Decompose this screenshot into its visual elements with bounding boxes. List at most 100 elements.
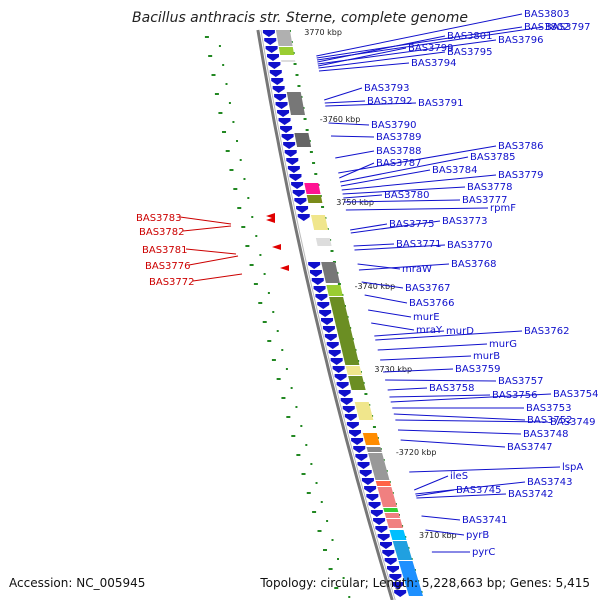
gene-arrow[interactable] <box>315 294 328 301</box>
gene-arrow[interactable] <box>277 110 290 117</box>
gene-arrow[interactable] <box>322 326 335 333</box>
gene-label[interactable]: murG <box>489 339 517 350</box>
gene-arrow[interactable] <box>294 198 307 205</box>
gene-label[interactable]: murB <box>473 351 500 362</box>
gene-label[interactable]: BAS3743 <box>527 477 573 488</box>
gene-arrow[interactable] <box>366 494 379 501</box>
gene-arrow[interactable] <box>266 54 279 61</box>
gene-arrow[interactable] <box>291 182 304 189</box>
gene-arrow[interactable] <box>379 542 392 549</box>
gene-arrow[interactable] <box>280 126 293 133</box>
gene-arrow[interactable] <box>271 78 284 85</box>
reverse-gene-arrow[interactable] <box>280 265 289 271</box>
gene-arrow[interactable] <box>342 406 355 413</box>
gene-label[interactable]: BAS3762 <box>524 326 570 337</box>
gene-label[interactable]: BAS3771 <box>396 239 442 250</box>
gene-arrow[interactable] <box>340 398 353 405</box>
gene-arrow[interactable] <box>289 174 302 181</box>
gene-label[interactable]: BAS3792 <box>367 96 413 107</box>
gene-label[interactable]: pyrB <box>466 530 489 541</box>
gene-arrow[interactable] <box>394 590 407 597</box>
gene-arrow[interactable] <box>344 414 357 421</box>
gene-label[interactable]: BAS3799 <box>408 43 454 54</box>
gene-arrow[interactable] <box>338 390 351 397</box>
gene-label[interactable]: BAS3745 <box>456 485 502 496</box>
gene-label[interactable]: BAS3791 <box>418 98 464 109</box>
gene-arrow[interactable] <box>330 358 343 365</box>
gene-arrow[interactable] <box>351 438 364 445</box>
gene-arrow[interactable] <box>269 70 282 77</box>
gene-label[interactable]: BAS3793 <box>364 83 410 94</box>
gene-arrow[interactable] <box>387 566 400 573</box>
gene-label[interactable]: BAS3776 <box>145 261 191 272</box>
gene-arrow[interactable] <box>296 206 309 213</box>
gene-label[interactable]: BAS3748 <box>523 429 569 440</box>
gene-arrow[interactable] <box>313 286 326 293</box>
gene-arrow[interactable] <box>355 454 368 461</box>
gene-label[interactable]: BAS3753 <box>526 403 572 414</box>
gene-arrow[interactable] <box>375 526 388 533</box>
gene-label[interactable]: BAS3780 <box>384 190 430 201</box>
gene-arrow[interactable] <box>348 430 361 437</box>
gene-label[interactable]: BAS3787 <box>376 158 422 169</box>
gene-arrow[interactable] <box>332 366 345 373</box>
gene-label[interactable]: BAS3784 <box>432 165 478 176</box>
gene-label[interactable]: BAS3794 <box>411 58 457 69</box>
gene-arrow[interactable] <box>275 102 288 109</box>
gene-label[interactable]: rpmF <box>490 203 516 214</box>
reverse-gene-arrow[interactable] <box>272 244 281 250</box>
gene-label[interactable]: BAS3756 <box>492 390 538 401</box>
gene-label[interactable]: BAS3789 <box>376 132 422 143</box>
gene-label[interactable]: BAS3772 <box>149 277 195 288</box>
gene-arrow[interactable] <box>364 486 377 493</box>
gene-label[interactable]: BAS3795 <box>447 47 493 58</box>
gene-label[interactable]: BAS3782 <box>139 227 185 238</box>
gene-label[interactable]: mraY <box>416 325 443 336</box>
gene-label[interactable]: BAS3747 <box>507 442 553 453</box>
reverse-gene-arrow[interactable] <box>266 217 275 223</box>
gene-arrow[interactable] <box>377 534 390 541</box>
gene-label[interactable]: BAS3786 <box>498 141 544 152</box>
gene-label[interactable]: lspA <box>562 462 583 473</box>
gene-arrow[interactable] <box>321 318 334 325</box>
gene-label[interactable]: BAS3779 <box>498 170 544 181</box>
gene-arrow[interactable] <box>346 422 359 429</box>
gene-label[interactable]: BAS3754 <box>553 389 599 400</box>
gene-arrow[interactable] <box>384 558 397 565</box>
gene-arrow[interactable] <box>326 342 339 349</box>
gene-label[interactable]: BAS3785 <box>470 152 516 163</box>
gene-arrow[interactable] <box>309 270 322 277</box>
gene-arrow[interactable] <box>368 502 381 509</box>
gene-label[interactable]: BAS3773 <box>442 216 488 227</box>
gene-label[interactable]: BAS3801 <box>447 31 493 42</box>
gene-label[interactable]: BAS3759 <box>455 364 501 375</box>
gene-label[interactable]: BAS3758 <box>429 383 475 394</box>
gene-arrow[interactable] <box>373 518 386 525</box>
gene-label[interactable]: BAS3796 <box>498 35 544 46</box>
gene-arrow[interactable] <box>286 158 299 165</box>
gene-label[interactable]: BAS3741 <box>462 515 508 526</box>
gene-arrow[interactable] <box>317 302 330 309</box>
gene-label[interactable]: BAS3778 <box>467 182 513 193</box>
gene-label[interactable]: BAS3777 <box>462 195 508 206</box>
gene-arrow[interactable] <box>297 214 310 221</box>
gene-label[interactable]: BAS3775 <box>389 219 435 230</box>
gene-arrow[interactable] <box>278 118 291 125</box>
gene-label[interactable]: BAS3783 <box>136 213 182 224</box>
gene-arrow[interactable] <box>268 62 281 69</box>
gene-label[interactable]: pyrC <box>472 547 495 558</box>
gene-arrow[interactable] <box>292 190 305 197</box>
gene-arrow[interactable] <box>287 166 300 173</box>
gene-label[interactable]: BAS3781 <box>142 245 188 256</box>
gene-arrow[interactable] <box>272 86 285 93</box>
gene-arrow[interactable] <box>308 262 321 269</box>
gene-arrow[interactable] <box>283 142 296 149</box>
gene-label[interactable]: murD <box>446 326 474 337</box>
gene-label[interactable]: BAS3788 <box>376 146 422 157</box>
gene-arrow[interactable] <box>265 46 278 53</box>
gene-label[interactable]: BAS3802 <box>524 22 570 33</box>
gene-label[interactable]: mraW <box>402 264 432 275</box>
reverse-gene-arrow[interactable] <box>266 213 275 219</box>
gene-arrow[interactable] <box>359 470 372 477</box>
gene-label[interactable]: BAS3766 <box>409 298 455 309</box>
